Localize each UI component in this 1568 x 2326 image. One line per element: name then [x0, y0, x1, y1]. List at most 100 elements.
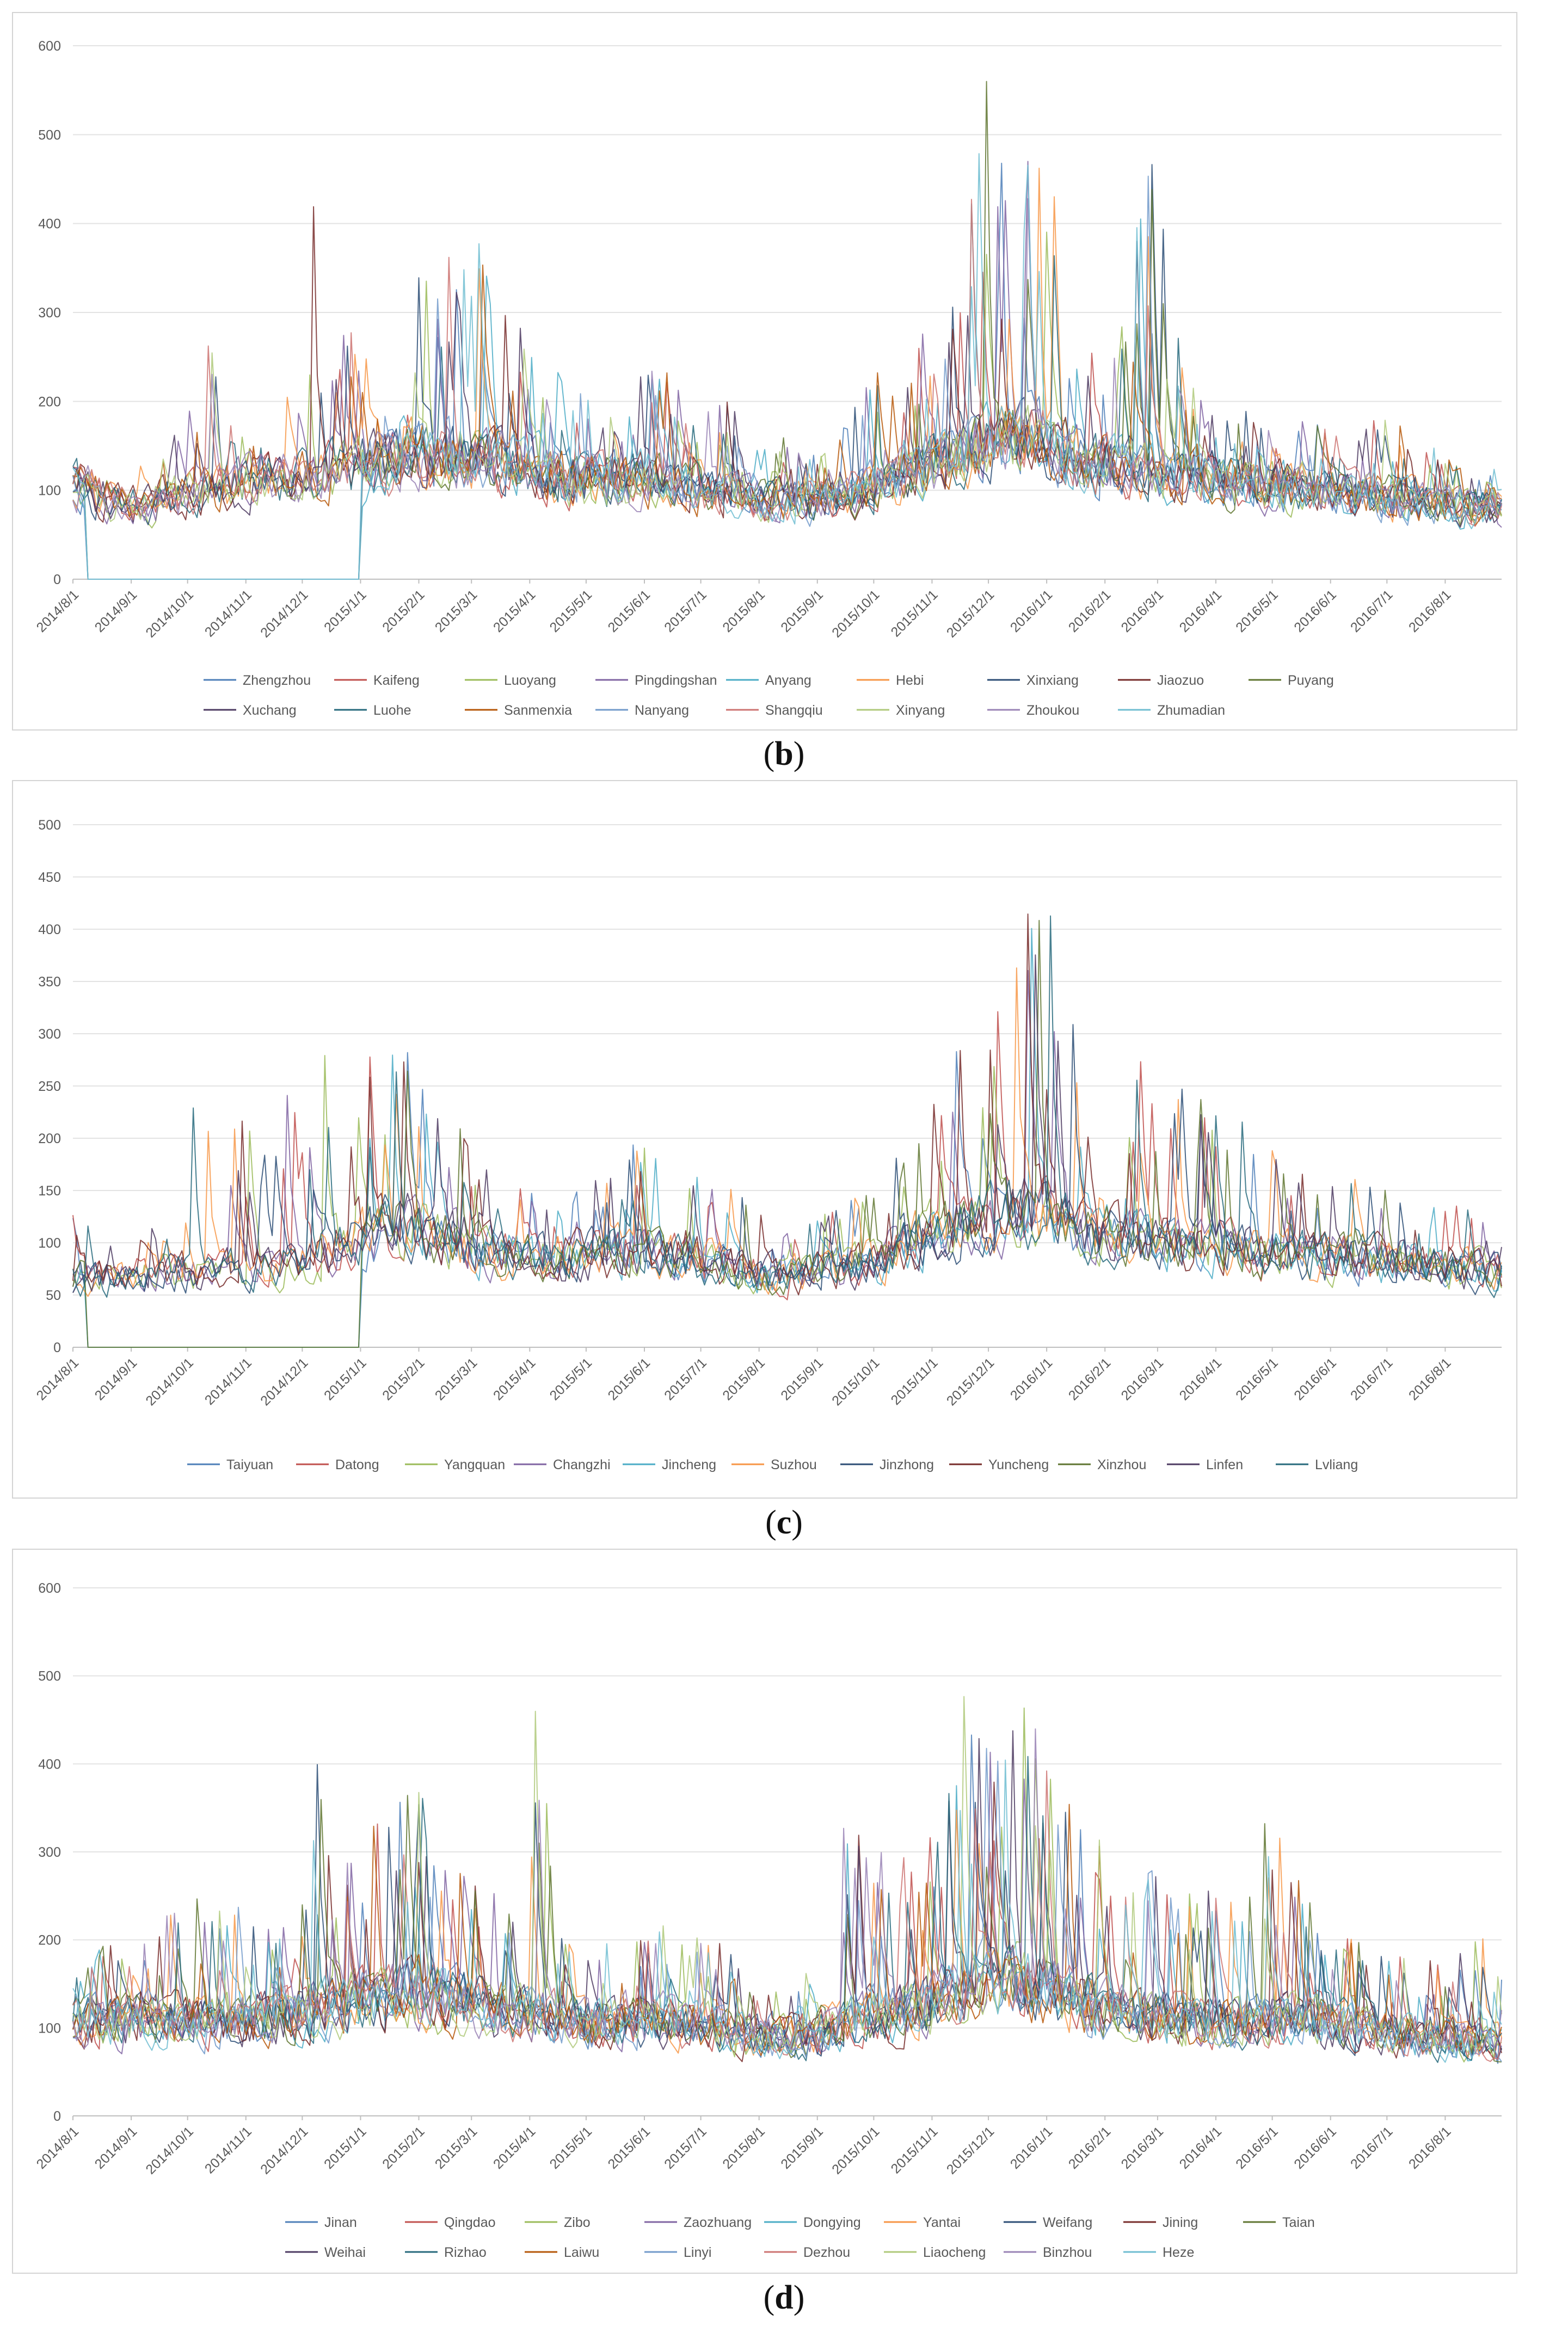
x-tick-label: 2016/3/1 — [1118, 1355, 1167, 1403]
legend-label: Xinxiang — [1026, 673, 1079, 688]
x-tick-label: 2015/7/1 — [661, 587, 710, 635]
legend-label: Rizhao — [444, 2245, 487, 2260]
y-tick-label: 0 — [53, 572, 61, 587]
legend-label: Zhumadian — [1157, 703, 1225, 718]
x-tick-label: 2014/11/1 — [202, 1355, 255, 1408]
y-tick-label: 350 — [38, 974, 61, 990]
x-tick-label: 2016/5/1 — [1233, 2124, 1281, 2172]
series-lines — [72, 81, 1502, 580]
x-tick-label: 2014/8/1 — [34, 1355, 82, 1403]
x-tick-label: 2015/10/1 — [829, 1355, 882, 1408]
x-tick-label: 2016/7/1 — [1348, 2124, 1396, 2172]
x-tick-label: 2016/4/1 — [1177, 2124, 1225, 2172]
y-tick-label: 300 — [38, 1027, 61, 1042]
series-line-jinan — [72, 1734, 1502, 2064]
series-line-linyi — [72, 1747, 1502, 2063]
x-tick-label: 2015/2/1 — [379, 2124, 428, 2172]
x-tick-label: 2015/8/1 — [720, 1355, 768, 1403]
legend-label: Yuncheng — [988, 1457, 1049, 1472]
x-tick-label: 2016/8/1 — [1406, 1355, 1454, 1403]
series-line-xinyang — [72, 348, 1502, 524]
series-line-zhengzhou — [72, 162, 1502, 580]
x-tick-label: 2016/4/1 — [1177, 587, 1225, 635]
legend-label: Zibo — [564, 2215, 591, 2230]
y-tick-label: 300 — [38, 1845, 61, 1860]
legend-label: Laiwu — [564, 2245, 599, 2260]
x-tick-label: 2015/7/1 — [661, 1355, 710, 1403]
legend-label: Linyi — [684, 2245, 711, 2260]
x-tick-label: 2015/10/1 — [829, 587, 882, 640]
legend-label: Heze — [1163, 2245, 1194, 2260]
y-tick-label: 250 — [38, 1079, 61, 1094]
x-tick-label: 2015/3/1 — [432, 1355, 481, 1403]
x-tick-label: 2015/2/1 — [379, 1355, 428, 1403]
series-line-rizhao — [72, 1756, 1502, 2063]
y-tick-label: 600 — [38, 39, 61, 54]
series-lines — [72, 913, 1502, 1348]
legend-label: Xinyang — [896, 703, 945, 718]
caption-d: (d) — [763, 2279, 805, 2316]
legend-label: Qingdao — [444, 2215, 496, 2230]
legend-label: Taiyuan — [226, 1457, 273, 1472]
x-tick-label: 2015/10/1 — [829, 2124, 882, 2177]
legend: Taiyuan Datong Yangquan Changzhi Jincheng Suz… — [187, 1457, 1358, 1472]
legend-label: Yantai — [923, 2215, 961, 2230]
caption-b: (b) — [763, 735, 805, 772]
x-tick-label: 2015/8/1 — [720, 587, 768, 635]
legend-label: Jinan — [324, 2215, 357, 2230]
series-line-xinxiang — [72, 164, 1502, 525]
x-tick-label: 2015/11/1 — [888, 587, 941, 640]
legend-label: Zhengzhou — [243, 673, 311, 688]
legend-label: Nanyang — [635, 703, 689, 718]
legend-label: Datong — [335, 1457, 379, 1472]
y-tick-label: 100 — [38, 2021, 61, 2036]
y-tick-label: 200 — [38, 1131, 61, 1146]
x-tick-label: 2016/4/1 — [1177, 1355, 1225, 1403]
series-line-binzhou — [72, 1728, 1502, 2057]
x-tick-label: 2016/1/1 — [1007, 1355, 1056, 1403]
x-tick-label: 2014/11/1 — [202, 2124, 255, 2176]
y-tick-label: 150 — [38, 1183, 61, 1199]
y-tick-label: 0 — [53, 2109, 61, 2124]
x-tick-label: 2014/12/1 — [257, 587, 311, 640]
x-tick-label: 2015/5/1 — [547, 1355, 595, 1403]
x-tick-label: 2014/8/1 — [34, 587, 82, 635]
caption-c-label: c — [776, 1504, 792, 1541]
series-line-sanmenxia — [72, 264, 1502, 526]
y-tick-label: 200 — [38, 1933, 61, 1948]
x-tick-label: 2016/5/1 — [1233, 1355, 1281, 1403]
legend-label: Pingdingshan — [635, 673, 717, 688]
legend-label: Anyang — [765, 673, 811, 688]
legend-label: Puyang — [1288, 673, 1334, 688]
y-tick-label: 200 — [38, 394, 61, 409]
x-tick-label: 2016/6/1 — [1291, 587, 1339, 635]
series-line-heze — [72, 1759, 1502, 2063]
legend-label: Suzhou — [771, 1457, 817, 1472]
legend-label: Yangquan — [444, 1457, 505, 1472]
legend-label: Dongying — [803, 2215, 861, 2230]
x-tick-label: 2015/6/1 — [605, 587, 654, 635]
x-tick-label: 2016/7/1 — [1348, 1355, 1396, 1403]
caption-c: (c) — [765, 1504, 803, 1541]
x-tick-label: 2016/2/1 — [1066, 1355, 1114, 1403]
legend-label: Changzhi — [553, 1457, 611, 1472]
x-tick-label: 2015/3/1 — [432, 2124, 481, 2172]
legend-label: Kaifeng — [373, 673, 420, 688]
x-tick-label: 2014/9/1 — [92, 1355, 140, 1403]
x-tick-label: 2015/1/1 — [321, 2124, 370, 2172]
x-tick-label: 2014/10/1 — [143, 587, 196, 640]
x-tick-label: 2016/5/1 — [1233, 587, 1281, 635]
chart-panel-b: 0 100 200 300 400 500 600 2014/8/1 2014/9/1 2014/… — [12, 12, 1517, 731]
x-tick-label: 2015/4/1 — [490, 587, 539, 635]
x-tick-label: 2016/6/1 — [1291, 1355, 1339, 1403]
legend-label: Weifang — [1043, 2215, 1092, 2230]
x-tick-label: 2015/7/1 — [661, 2124, 710, 2172]
y-tick-label: 500 — [38, 1669, 61, 1684]
legend-label: Taian — [1282, 2215, 1315, 2230]
y-tick-label: 400 — [38, 1757, 61, 1772]
series-line-anyang — [72, 203, 1502, 580]
y-tick-label: 100 — [38, 483, 61, 499]
x-tick-label: 2015/12/1 — [944, 587, 997, 640]
